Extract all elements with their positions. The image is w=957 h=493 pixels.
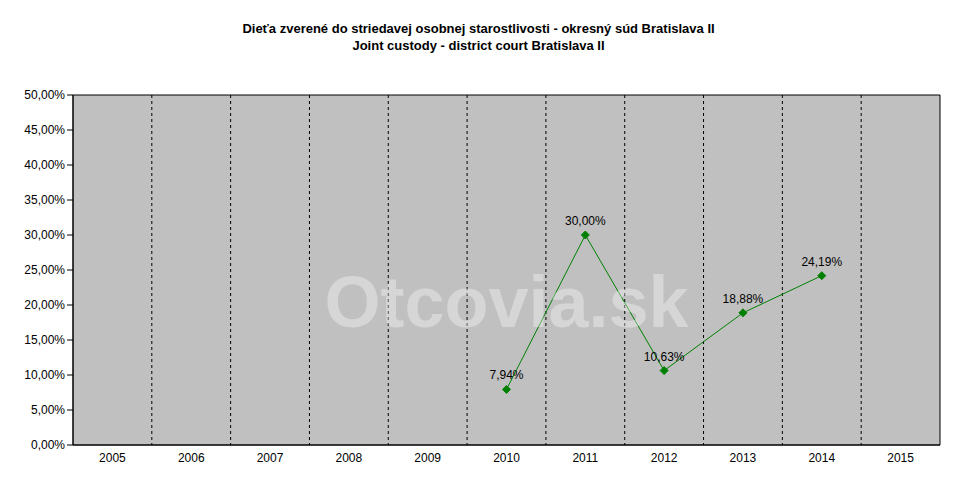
svg-text:24,19%: 24,19% (801, 255, 842, 269)
svg-text:2008: 2008 (336, 451, 363, 465)
svg-text:30,00%: 30,00% (24, 228, 65, 242)
svg-text:10,63%: 10,63% (644, 350, 685, 364)
svg-text:18,88%: 18,88% (723, 292, 764, 306)
svg-text:5,00%: 5,00% (31, 403, 65, 417)
svg-text:2006: 2006 (178, 451, 205, 465)
svg-text:25,00%: 25,00% (24, 263, 65, 277)
svg-text:2010: 2010 (493, 451, 520, 465)
svg-text:30,00%: 30,00% (565, 214, 606, 228)
svg-text:2013: 2013 (730, 451, 757, 465)
svg-text:10,00%: 10,00% (24, 368, 65, 382)
svg-text:7,94%: 7,94% (489, 368, 523, 382)
svg-text:35,00%: 35,00% (24, 193, 65, 207)
svg-text:15,00%: 15,00% (24, 333, 65, 347)
svg-text:2009: 2009 (414, 451, 441, 465)
svg-text:2012: 2012 (651, 451, 678, 465)
html-text:Dieťa zverené do striedavej os: Dieťa zverené do striedavej osobnej star… (242, 21, 715, 36)
html-text:Otcovia.sk: Otcovia.sk (324, 262, 689, 342)
svg-text:45,00%: 45,00% (24, 123, 65, 137)
svg-text:2007: 2007 (257, 451, 284, 465)
svg-text:2011: 2011 (572, 451, 598, 465)
html-text:Joint custody - district court: Joint custody - district court Bratislav… (352, 38, 605, 53)
svg-text:50,00%: 50,00% (24, 88, 65, 102)
svg-text:20,00%: 20,00% (24, 298, 65, 312)
svg-text:40,00%: 40,00% (24, 158, 65, 172)
svg-text:2005: 2005 (99, 451, 126, 465)
svg-text:2015: 2015 (887, 451, 914, 465)
svg-text:0,00%: 0,00% (31, 438, 65, 452)
svg-text:2014: 2014 (808, 451, 835, 465)
